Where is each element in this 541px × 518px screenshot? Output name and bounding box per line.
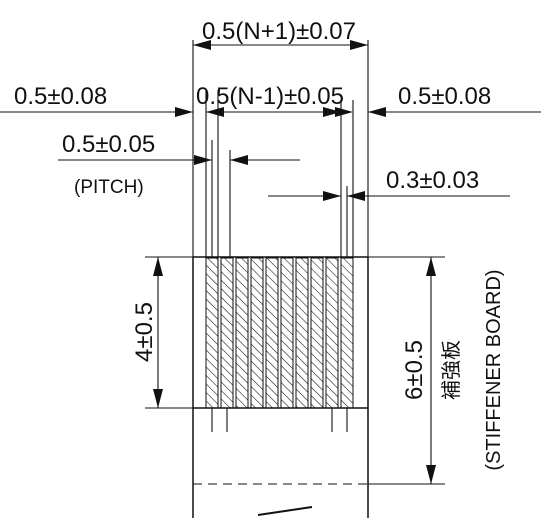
- dimension-pitch: [58, 155, 300, 165]
- extension-lines: [192, 40, 369, 258]
- label-stiffener-en: (STIFFENER BOARD): [483, 269, 505, 470]
- dimension-lead-length: [145, 256, 206, 409]
- label-lead-width: 0.3±0.03: [386, 167, 479, 194]
- lead-tails: [211, 408, 348, 432]
- label-stiffener-length: 6±0.5: [401, 340, 428, 400]
- dimension-lead-width: [268, 191, 510, 201]
- label-stiffener-cjk: 補強板: [440, 340, 463, 400]
- label-pitch: 0.5±0.05: [62, 131, 155, 158]
- label-inner-width: 0.5(N-1)±0.05: [196, 83, 344, 110]
- label-left-margin: 0.5±0.08: [14, 83, 107, 110]
- contact-lead: [220, 257, 234, 409]
- label-overall-width: 0.5(N+1)±0.07: [202, 18, 356, 45]
- label-pitch-caption: (PITCH): [74, 177, 144, 198]
- label-lead-length: 4±0.5: [131, 302, 158, 362]
- contact-lead: [265, 257, 279, 409]
- contact-lead: [250, 257, 264, 409]
- dimension-overall-width: [193, 40, 368, 50]
- contact-lead: [310, 257, 324, 409]
- contact-lead: [295, 257, 309, 409]
- contact-leads: [205, 257, 354, 409]
- dimension-row-inner: [0, 107, 541, 117]
- dimension-stiffener-length: [368, 256, 445, 485]
- label-right-margin: 0.5±0.08: [398, 83, 491, 110]
- contact-lead: [235, 257, 249, 409]
- contact-lead: [325, 257, 339, 409]
- contact-lead: [280, 257, 294, 409]
- contact-lead: [205, 257, 219, 409]
- contact-lead: [340, 257, 354, 409]
